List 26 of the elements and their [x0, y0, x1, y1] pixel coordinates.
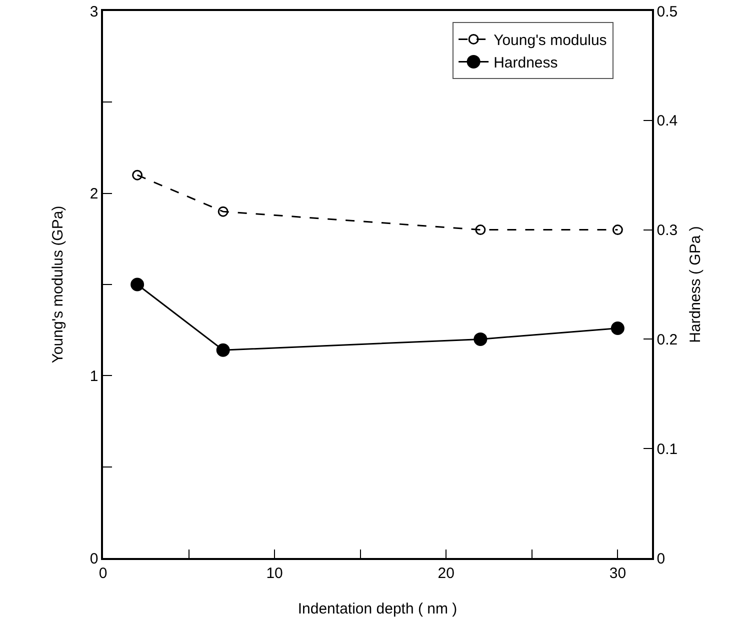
point: [218, 206, 228, 217]
point: [475, 224, 486, 236]
point: [132, 170, 143, 180]
x-axis-title: Indentation depth ( nm ): [298, 600, 458, 618]
y2-tick-label: 0.2: [656, 331, 678, 348]
y2-tick-label: 0.5: [656, 3, 678, 20]
y2-axis-title: Hardness ( GPa ): [687, 226, 704, 343]
y-tick-label: 2: [90, 186, 98, 203]
legend-label: Young's modulus: [494, 32, 607, 50]
y2-tick-label: 0: [656, 550, 666, 568]
y-tick-label: 3: [90, 3, 98, 20]
y-tick-label: 0: [90, 550, 98, 568]
y2-tick-label: 0.1: [656, 440, 678, 458]
point: [474, 332, 488, 346]
legend-label: Hardness: [494, 54, 558, 72]
point: [130, 278, 144, 292]
point: [216, 343, 230, 357]
y-axis-title: Young's modulus (GPa): [50, 206, 66, 364]
x-tick-label: 30: [609, 564, 626, 582]
y2-tick-label: 0.4: [656, 112, 678, 130]
point: [612, 224, 623, 236]
x-tick-label: 20: [438, 564, 454, 582]
y-tick-label: 1: [90, 368, 98, 385]
x-tick-label: 10: [266, 564, 283, 582]
y2-tick-label: 0.3: [656, 222, 678, 240]
point: [610, 322, 624, 336]
